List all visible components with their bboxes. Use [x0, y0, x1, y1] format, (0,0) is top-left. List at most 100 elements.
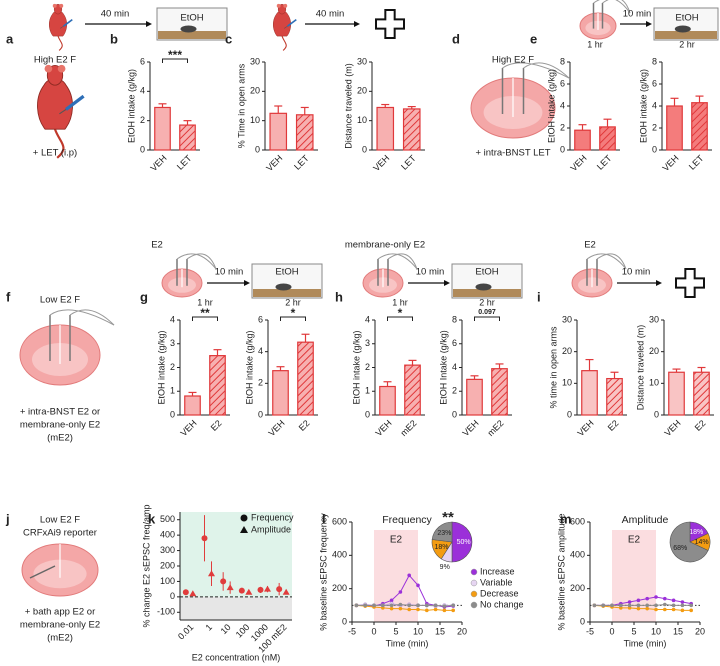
tubing: [176, 253, 217, 270]
pie-label: 9%: [440, 564, 450, 571]
x-tick-label: VEH: [371, 153, 391, 173]
x-tick-label: LET: [687, 153, 706, 172]
point: [627, 600, 632, 604]
panel-text: + intra-BNST LET: [475, 148, 550, 159]
rat-ear: [52, 3, 57, 8]
time-label: 10 min: [622, 267, 651, 278]
pie-label: 23%: [437, 530, 451, 537]
panel-letter: i: [537, 289, 541, 304]
x-tick-label: LET: [595, 153, 614, 172]
bar: [179, 124, 196, 151]
point: [627, 606, 632, 610]
tubing: [602, 0, 631, 14]
point: [389, 598, 394, 603]
point: [610, 603, 614, 608]
point: [619, 606, 623, 610]
y-tick-label: 2: [652, 122, 657, 132]
point: [407, 607, 412, 612]
y-axis-label: EtOH intake (g/kg): [244, 330, 254, 404]
pie-label: 18%: [689, 529, 703, 536]
x-tick-label: 1: [203, 622, 214, 633]
point: [451, 608, 456, 613]
rat-ear: [59, 3, 64, 8]
significance-bracket: [474, 316, 500, 321]
point: [245, 588, 253, 595]
box-label: EtOH: [275, 267, 298, 278]
rat-ear: [276, 3, 281, 8]
mouse: [674, 25, 691, 33]
tubing: [377, 253, 418, 270]
significance-label: **: [442, 509, 454, 526]
point: [592, 603, 597, 608]
x-tick-label: 15: [673, 626, 683, 636]
panel-text: + bath app E2 or: [25, 607, 96, 618]
panel-letter: l: [322, 511, 326, 526]
brain-slice: [470, 62, 570, 139]
y-tick-label: 10: [250, 115, 260, 125]
point: [442, 608, 447, 613]
box-label: EtOH: [475, 267, 498, 278]
y-tick-label: 0: [342, 616, 347, 626]
shade-label: E2: [628, 535, 641, 546]
y-tick-label: 20: [562, 346, 572, 356]
chart-title: 2 hr: [285, 297, 301, 307]
y-tick-label: 400: [160, 530, 175, 540]
time-label: 10 min: [416, 267, 445, 278]
point: [416, 583, 420, 588]
y-tick-label: 200: [332, 583, 347, 593]
y-axis-label: EtOH intake (g/kg): [156, 330, 166, 404]
tubing: [49, 309, 115, 326]
legend-label: Decrease: [480, 588, 519, 598]
y-tick-label: 6: [652, 78, 657, 88]
y-tick-label: 30: [357, 56, 367, 66]
point: [636, 603, 641, 608]
bar: [693, 371, 710, 416]
bar: [599, 126, 616, 151]
positive-region: [180, 512, 292, 597]
box-label: EtOH: [180, 13, 203, 24]
legend-label: Frequency: [251, 512, 294, 522]
arrow-head: [354, 21, 360, 27]
treatment-label: E2: [584, 240, 596, 251]
rat-tail: [281, 35, 287, 51]
y-tick-label: 6: [140, 56, 145, 66]
y-tick-label: 30: [562, 314, 572, 324]
significance-bracket: [280, 316, 306, 321]
chart-title: Amplitude: [622, 514, 669, 526]
point: [663, 602, 667, 607]
point: [257, 586, 264, 593]
point: [689, 603, 693, 608]
point: [208, 570, 215, 577]
panel-texts: a High E2 F + LET (i.p) d High E2 F + in…: [5, 31, 551, 643]
tubing: [586, 253, 627, 270]
point: [363, 603, 368, 608]
point: [201, 535, 208, 542]
bar: [272, 370, 289, 416]
x-tick-label: VEH: [178, 418, 198, 438]
rat-icon: [49, 3, 73, 51]
point: [354, 603, 359, 608]
y-tick-label: 8: [652, 56, 657, 66]
y-axis-label: EtOH intake (g/kg): [546, 69, 556, 143]
y-tick-label: 20: [250, 86, 260, 96]
panel-letter: h: [335, 289, 343, 304]
bar: [668, 371, 685, 416]
bar: [402, 108, 421, 151]
arrow-head: [146, 21, 152, 27]
legend-label: Increase: [480, 566, 515, 576]
y-tick-label: 0: [580, 616, 585, 626]
y-tick-label: 3: [170, 338, 175, 348]
bar: [209, 355, 226, 416]
mouse: [475, 283, 492, 291]
y-axis-label: % time in open arms: [548, 326, 558, 409]
y-tick-label: 10: [357, 115, 367, 125]
chart-title: Frequency: [382, 514, 432, 526]
significance-label: **: [200, 306, 210, 320]
point: [619, 603, 623, 608]
pie-label: 68%: [673, 545, 687, 552]
panel-text: CRFxAi9 reporter: [23, 528, 97, 539]
brain-slice: [571, 253, 627, 298]
time-label: 40 min: [101, 9, 130, 20]
point: [398, 590, 403, 594]
panel-text: High E2 F: [492, 55, 534, 66]
